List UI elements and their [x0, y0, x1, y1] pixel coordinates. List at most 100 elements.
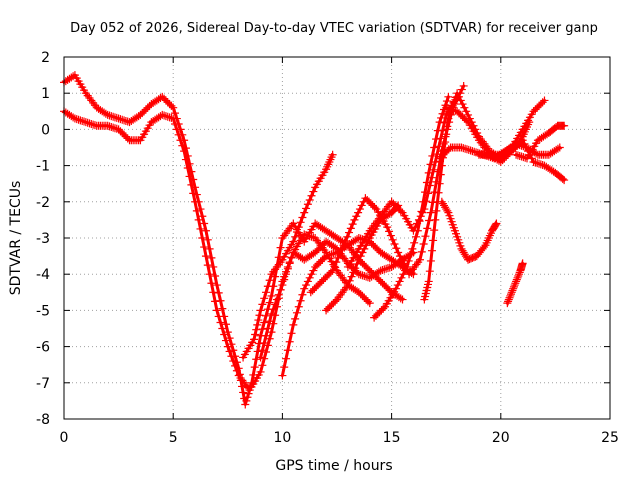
data-point-marker [468, 147, 477, 156]
data-point-marker [434, 142, 443, 151]
data-point-marker [69, 72, 78, 81]
data-point-marker [323, 251, 332, 260]
data-point-marker [103, 121, 112, 130]
data-point-marker [231, 361, 240, 370]
data-point-marker [444, 92, 453, 101]
data-point-marker [218, 304, 227, 313]
data-point-marker [263, 324, 272, 333]
data-point-marker [354, 208, 363, 217]
data-point-marker [390, 240, 399, 249]
data-point-marker [454, 109, 463, 118]
series-track [62, 109, 415, 392]
data-point-marker [444, 114, 453, 123]
data-point-marker [239, 388, 248, 397]
data-point-marker [269, 305, 278, 314]
data-point-marker [531, 158, 540, 167]
data-point-marker [285, 337, 294, 346]
x-tick-label: 20 [492, 430, 510, 446]
data-point-marker [196, 224, 205, 233]
data-point-marker [462, 116, 471, 125]
data-point-marker [392, 244, 401, 253]
data-point-marker [385, 263, 394, 272]
data-point-marker [435, 179, 444, 188]
data-point-marker [120, 130, 129, 139]
x-tick-label: 5 [169, 430, 178, 446]
data-point-marker [450, 97, 459, 106]
data-point-marker [258, 300, 267, 309]
series-track-4 [256, 230, 374, 362]
series-track-15 [503, 259, 527, 308]
data-point-marker [395, 277, 404, 286]
data-point-marker [504, 150, 513, 159]
data-point-marker [298, 290, 307, 299]
data-point-marker [315, 279, 324, 288]
data-point-marker [525, 118, 534, 127]
data-point-marker [326, 268, 335, 277]
data-point-marker [123, 134, 132, 143]
data-point-marker [310, 284, 319, 293]
data-point-marker [109, 123, 118, 132]
data-point-marker [396, 294, 405, 303]
y-tick-label: -7 [36, 376, 50, 392]
data-point-marker [492, 219, 501, 228]
data-point-marker [457, 143, 466, 152]
data-point-marker [560, 121, 569, 130]
data-point-marker [464, 110, 473, 119]
data-point-marker [172, 125, 181, 134]
data-point-marker [443, 122, 452, 131]
data-point-marker [426, 256, 435, 265]
data-point-marker [223, 342, 232, 351]
data-point-marker [107, 122, 116, 131]
data-point-marker [425, 267, 434, 276]
data-point-marker [339, 241, 348, 250]
data-point-marker [459, 144, 468, 153]
y-tick-label: -2 [36, 195, 50, 211]
data-point-marker [114, 114, 123, 123]
data-point-marker [256, 353, 265, 362]
data-point-marker [462, 107, 471, 116]
data-point-marker [171, 119, 180, 128]
data-point-marker [399, 259, 408, 268]
data-point-marker [165, 113, 174, 122]
data-point-marker [325, 250, 334, 259]
data-point-marker [389, 199, 398, 208]
data-point-marker [107, 112, 116, 121]
data-point-marker [380, 265, 389, 274]
data-point-marker [354, 234, 363, 242]
x-axis-label: GPS time / hours [275, 458, 392, 474]
data-point-marker [214, 288, 223, 297]
data-point-marker [232, 366, 241, 375]
data-point-marker [363, 297, 372, 306]
data-point-marker [78, 116, 87, 125]
data-point-marker [517, 141, 526, 150]
data-point-marker [443, 206, 452, 215]
data-point-marker [185, 172, 194, 181]
data-point-marker [85, 119, 94, 128]
data-point-marker [360, 293, 369, 302]
data-point-marker [120, 116, 129, 125]
data-point-marker [280, 363, 289, 372]
data-point-marker [350, 215, 359, 224]
data-point-marker [432, 135, 441, 144]
data-point-marker [123, 117, 132, 126]
data-point-marker [402, 262, 411, 271]
data-point-marker [318, 255, 327, 264]
data-point-marker [267, 328, 276, 337]
data-point-marker [112, 113, 121, 122]
data-point-marker [358, 248, 367, 257]
data-point-marker [194, 215, 203, 224]
data-point-marker [354, 255, 363, 264]
data-point-marker [430, 226, 439, 235]
data-point-marker [116, 127, 125, 136]
data-point-marker [171, 109, 180, 118]
data-point-marker [502, 152, 511, 161]
data-point-marker [314, 281, 323, 290]
data-point-marker [430, 143, 439, 152]
x-tick-label: 25 [601, 430, 619, 446]
data-point-marker [361, 194, 370, 203]
data-point-marker [307, 270, 316, 279]
data-point-marker [141, 105, 150, 114]
data-point-marker [456, 96, 465, 105]
data-point-marker [449, 106, 458, 115]
data-point-marker [391, 201, 400, 210]
